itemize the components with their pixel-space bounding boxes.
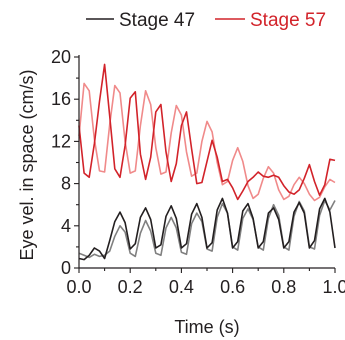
x-tick-label: 1.0 (322, 277, 345, 297)
legend-label-stage-57: Stage 57 (250, 10, 326, 31)
series-line-2 (78, 63, 336, 201)
y-tick-label: 4 (61, 216, 71, 236)
x-tick-label: 0.0 (66, 277, 91, 297)
y-tick-label: 0 (61, 258, 71, 278)
y-tick-label: 16 (51, 89, 71, 109)
x-tick-label: 0.8 (271, 277, 296, 297)
series-line-0 (78, 197, 336, 261)
series-line-3 (78, 82, 336, 202)
x-tick-label: 0.2 (118, 277, 143, 297)
y-tick-label: 12 (51, 131, 71, 151)
y-axis-title: Eye vel. in space (cm/s) (17, 69, 37, 260)
x-tick-label: 0.6 (220, 277, 245, 297)
axes: 0 4 8 12 16 20 0.0 0.2 0.4 0.6 0.8 1.0 (51, 47, 345, 297)
legend: Stage 47 Stage 57 (86, 10, 326, 31)
plot-series (78, 63, 336, 261)
y-tick-label: 20 (51, 47, 71, 67)
x-tick-label: 0.4 (169, 277, 194, 297)
x-axis-title: Time (s) (174, 317, 239, 337)
legend-label-stage-47: Stage 47 (119, 10, 195, 31)
y-tick-label: 8 (61, 174, 71, 194)
series-line-1 (78, 199, 336, 259)
